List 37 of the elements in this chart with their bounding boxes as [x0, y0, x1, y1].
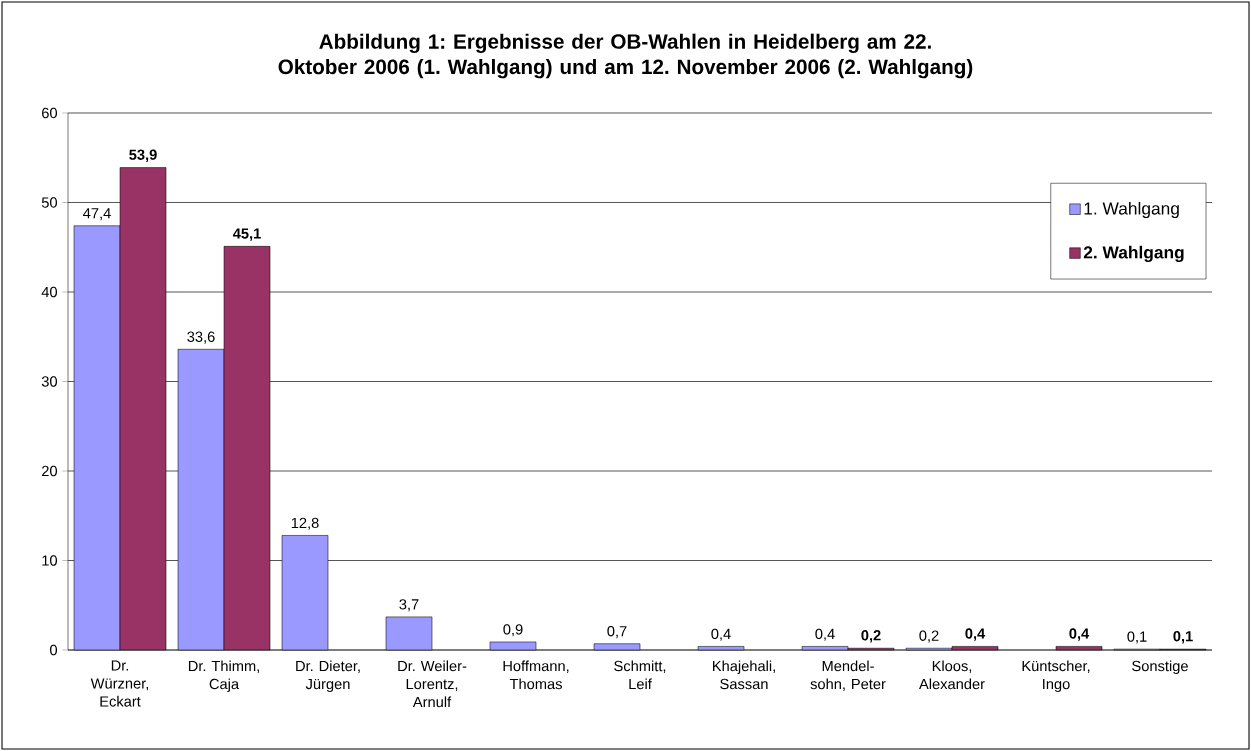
data-label: 0,1	[1127, 631, 1147, 644]
y-tick-label: 30	[41, 376, 58, 387]
data-label: 45,1	[232, 228, 261, 241]
data-label: 0,4	[815, 628, 835, 641]
y-tick-label: 60	[42, 107, 58, 119]
data-label: 0,7	[607, 626, 627, 639]
data-label: 3,7	[399, 599, 419, 612]
data-label: 0,2	[919, 630, 939, 643]
x-tick-label: Dr. Thimm, Caja	[188, 660, 259, 693]
data-label: 0,1	[1173, 631, 1193, 644]
x-tick-label: Mendel-sohn, Peter	[810, 660, 886, 691]
x-tick-label: Dr. Dieter, Jürgen	[296, 660, 360, 693]
x-tick-label: Kloos, Alexander	[919, 660, 985, 690]
y-tick-label: 50	[41, 197, 58, 208]
data-label: 0,4	[711, 628, 731, 641]
chart-title: Abbildung 1: Ergebnisse der OB-Wahlen in Heidelberg am 22. Oktober 2006 (1. Wahlgang) und am 12. November 2006 (2. Wahlgang)	[278, 33, 973, 79]
y-tick-label: 0	[50, 644, 58, 656]
legend-label: 2. Wahlgang	[1083, 245, 1184, 263]
x-tick-label: Dr. Weiler-Lorentz, Arnulf	[398, 660, 467, 708]
y-tick-label: 20	[42, 465, 58, 477]
x-tick-label: Dr. Würzner, Eckart	[90, 660, 149, 707]
x-tick-label: Sonstige	[1132, 660, 1188, 675]
legend-label: 1. Wahlgang	[1084, 201, 1179, 219]
data-label: 53,9	[129, 149, 157, 162]
data-label: 33,6	[187, 331, 215, 344]
data-label: 0,4	[965, 628, 986, 641]
data-label: 0,4	[1069, 628, 1090, 641]
x-tick-label: Küntscher, Ingo	[1022, 660, 1090, 693]
x-tick-label: Schmitt, Leif	[614, 660, 666, 690]
data-label: 0,2	[861, 630, 881, 643]
data-label: 47,4	[83, 208, 111, 221]
x-tick-label: Hoffmann, Thomas	[503, 660, 569, 690]
y-tick-label: 10	[42, 555, 58, 566]
x-tick-label: Khajehali, Sassan	[713, 660, 775, 690]
data-label: 12,8	[291, 517, 319, 530]
data-label: 0,9	[503, 624, 523, 637]
y-tick-label: 40	[41, 286, 58, 298]
